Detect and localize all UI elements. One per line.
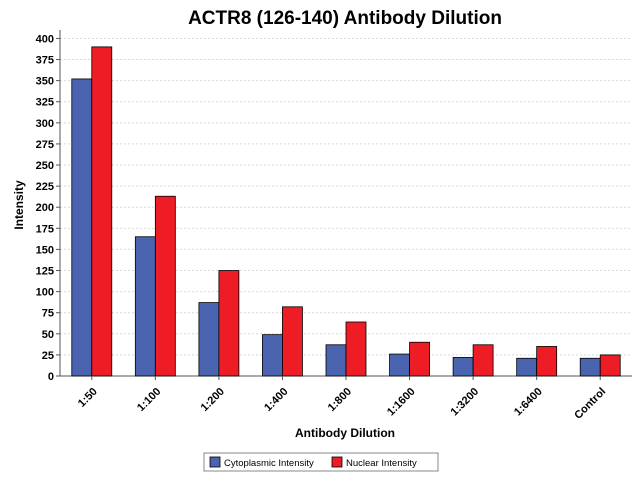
legend-swatch-cytoplasmic [209,456,221,468]
y-axis-label: Intensity [12,180,26,230]
bar-cytoplasmic [198,302,220,377]
y-tick-label: 75 [42,308,54,320]
y-tick-label: 350 [36,76,54,88]
bar-cytoplasmic [389,353,410,377]
legend-box [203,452,439,472]
legend-swatch-nuclear [331,456,343,468]
bar-cytoplasmic [134,236,156,377]
legend: Cytoplasmic Intensity Nuclear Intensity [203,452,439,472]
bar-cytoplasmic [325,344,347,377]
y-tick-label: 25 [42,350,54,362]
bar-cytoplasmic [262,334,283,377]
bar-nuclear [282,306,303,377]
bar-nuclear [536,346,558,377]
y-tick-label: 300 [36,118,54,130]
legend-label-nuclear: Nuclear Intensity [346,458,417,469]
legend-label-cytoplasmic: Cytoplasmic Intensity [224,458,314,469]
y-tick-label: 400 [36,33,54,45]
y-tick-label: 150 [36,244,54,256]
y-tick-label: 325 [36,97,54,109]
x-tick-label: 1:50 [76,386,100,410]
x-tick-label: 1:100 [135,386,163,414]
x-tick-label: 1:6400 [512,386,545,419]
y-tick-label: 200 [36,202,54,214]
y-tick-label: 100 [36,287,54,299]
y-tick-label: 225 [36,181,54,193]
x-axis-label: Antibody Dilution [295,426,395,440]
bar-cytoplasmic [516,357,538,377]
bar-nuclear [345,321,367,377]
bar-nuclear [472,344,494,377]
bar-nuclear [218,270,240,377]
plot-area: 0 25 50 75 100 125 150 175 200 225 250 275 300 325 350… [36,30,632,422]
x-tick-label: 1:800 [326,386,354,414]
y-tick-label: 125 [36,266,54,278]
bar-nuclear [91,46,113,377]
x-tick-label: 1:1600 [385,386,418,419]
y-tick-label: 375 [36,55,54,67]
x-tick-label: 1:400 [262,386,290,414]
bar-cytoplasmic [71,78,93,377]
y-tick-label: 50 [42,329,54,341]
bar-nuclear [409,341,430,377]
bar-nuclear [599,354,621,377]
x-tick-label: 1:200 [199,386,227,414]
bar-cytoplasmic [579,357,601,377]
x-tick-label: Control [572,386,608,422]
bar-nuclear [154,195,176,377]
chart-title: ACTR8 (126-140) Antibody Dilution [188,8,502,29]
y-tick-label: 175 [36,223,54,235]
y-tick-label: 0 [48,371,54,383]
x-tick-label: 1:3200 [449,386,482,419]
y-tick-label: 250 [36,160,54,172]
y-tick-label: 275 [36,139,54,151]
bar-cytoplasmic [452,357,474,377]
